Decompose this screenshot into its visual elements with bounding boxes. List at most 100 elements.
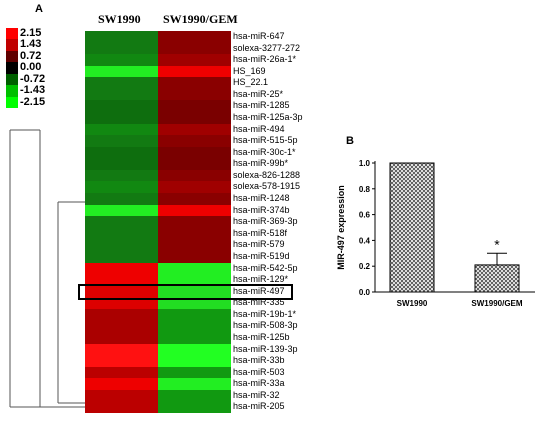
- legend-swatch: [6, 73, 18, 86]
- dendrogram: [9, 129, 85, 408]
- heatmap-cell: [158, 227, 231, 240]
- heatmap-cell: [85, 343, 158, 356]
- gene-label: hsa-miR-508-3p: [233, 320, 298, 331]
- gene-label: hsa-miR-579: [233, 239, 285, 250]
- heatmap-cell: [85, 262, 158, 275]
- legend-swatch: [6, 50, 18, 63]
- heatmap-cell: [158, 169, 231, 182]
- heatmap-cell: [85, 146, 158, 159]
- heatmap-cell: [85, 123, 158, 136]
- gene-label: hsa-miR-139-3p: [233, 343, 298, 354]
- legend-color-scale: [6, 28, 18, 108]
- y-axis-label: MIR-497 expression: [336, 185, 346, 270]
- gene-label: hsa-miR-1285: [233, 100, 290, 111]
- gene-label: HS_22.1: [233, 77, 269, 88]
- heatmap-cell: [158, 112, 231, 124]
- heatmap-cell: [158, 181, 231, 194]
- heatmap-cell: [85, 88, 158, 101]
- gene-label: solexa-578-1915: [233, 181, 301, 192]
- heatmap-cell: [158, 297, 231, 310]
- heatmap-cell: [158, 100, 231, 113]
- gene-label: hsa-miR-497: [233, 285, 285, 296]
- heatmap-cell: [85, 204, 158, 217]
- legend-label: 1.43: [20, 38, 42, 51]
- heatmap-cell: [85, 331, 158, 344]
- gene-label: hsa-miR-99b*: [233, 158, 289, 169]
- heatmap-cell: [85, 239, 158, 252]
- gene-label: hsa-miR-515-5p: [233, 135, 298, 146]
- gene-label: hsa-miR-32: [233, 389, 280, 400]
- heatmap-cell: [85, 227, 158, 240]
- gene-label: solexa-826-1288: [233, 169, 301, 180]
- heatmap-cell: [158, 366, 231, 379]
- gene-label: hsa-miR-26a-1*: [233, 54, 297, 65]
- heatmap-cell: [158, 343, 231, 356]
- heatmap: [85, 31, 231, 414]
- legend-swatch: [6, 85, 18, 97]
- heatmap-cell: [158, 146, 231, 159]
- gene-label: hsa-miR-19b-1*: [233, 308, 297, 319]
- gene-label: HS_169: [233, 65, 266, 76]
- gene-label: hsa-miR-33a: [233, 378, 285, 389]
- gene-label: solexa-3277-272: [233, 42, 301, 53]
- bar: [389, 162, 435, 293]
- legend-label: -1.43: [20, 84, 46, 97]
- panel-b-letter: B: [346, 135, 354, 147]
- heatmap-cell: [158, 285, 231, 298]
- y-tick-label: 0.4: [359, 236, 371, 245]
- heatmap-cell: [85, 250, 158, 263]
- column-header-sw1990: SW1990: [98, 12, 141, 26]
- gene-label-list: hsa-miR-647 solexa-3277-272 hsa-miR-26a-1*…: [233, 31, 323, 413]
- gene-label: hsa-miR-519d: [233, 250, 290, 261]
- heatmap-cell: [158, 216, 231, 229]
- heatmap-cell: [85, 42, 158, 55]
- legend-label: 2.15: [20, 27, 42, 39]
- heatmap-cell: [85, 77, 158, 90]
- legend-label: 0.72: [20, 49, 42, 62]
- heatmap-cell: [85, 285, 158, 298]
- heatmap-cell: [85, 216, 158, 229]
- gene-label: hsa-miR-542-5p: [233, 262, 298, 273]
- gene-label: hsa-miR-205: [233, 401, 285, 412]
- heatmap-cell: [158, 355, 231, 367]
- heatmap-cell: [85, 169, 158, 182]
- bar: [474, 264, 520, 293]
- heatmap-cell: [158, 204, 231, 217]
- heatmap-cell: [158, 378, 231, 391]
- gene-label: hsa-miR-503: [233, 366, 285, 377]
- y-tick-label: 1.0: [359, 159, 371, 168]
- heatmap-cell: [85, 320, 158, 333]
- legend-label: -2.15: [20, 95, 46, 108]
- heatmap-cell: [85, 355, 158, 367]
- y-tick-label: 0.2: [359, 262, 371, 271]
- panel-a-letter: A: [35, 3, 43, 15]
- gene-label: hsa-miR-369-3p: [233, 216, 298, 227]
- heatmap-cell: [85, 100, 158, 113]
- heatmap-legend: 2.15 1.43 0.72 0.00 -0.72 -1.43 -2.15: [6, 28, 66, 108]
- heatmap-cell: [158, 250, 231, 263]
- heatmap-cell: [158, 31, 231, 43]
- heatmap-cell: [85, 158, 158, 171]
- heatmap-cell: [85, 193, 158, 205]
- heatmap-cell: [158, 308, 231, 321]
- y-tick-label: 0.6: [359, 211, 371, 220]
- heatmap-cell: [85, 54, 158, 67]
- heatmap-cell: [158, 77, 231, 90]
- significance-mark: *: [494, 236, 500, 252]
- heatmap-cell: [158, 401, 231, 414]
- gene-label: hsa-miR-125a-3p: [233, 112, 303, 123]
- heatmap-cell: [158, 54, 231, 67]
- heatmap-cell: [85, 112, 158, 124]
- heatmap-cell: [85, 297, 158, 310]
- heatmap-cell: [85, 181, 158, 194]
- heatmap-cell: [158, 239, 231, 252]
- gene-label: hsa-miR-30c-1*: [233, 146, 296, 157]
- gene-label: hsa-miR-335: [233, 297, 285, 308]
- gene-label: hsa-miR-518f: [233, 227, 288, 238]
- x-category-label: SW1990: [397, 299, 428, 308]
- gene-label: hsa-miR-647: [233, 31, 285, 41]
- highlight-box-mir-497: [78, 284, 293, 300]
- dendrogram-branches: [9, 129, 85, 408]
- gene-label: hsa-miR-25*: [233, 88, 284, 99]
- legend-swatch: [6, 96, 18, 108]
